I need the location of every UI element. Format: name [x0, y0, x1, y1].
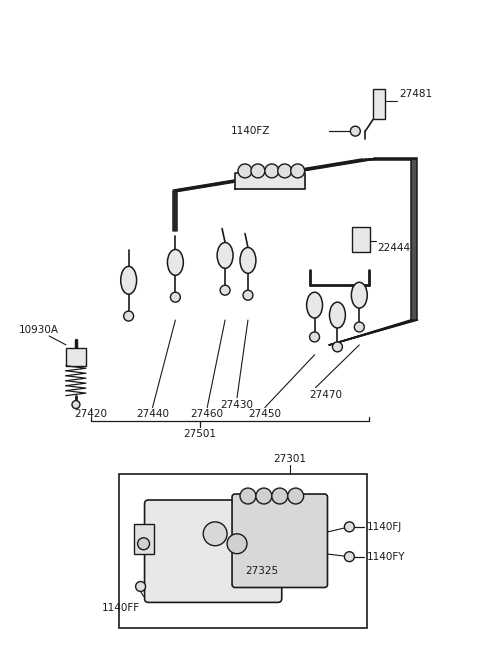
Circle shape: [220, 285, 230, 295]
Circle shape: [203, 522, 227, 546]
FancyBboxPatch shape: [144, 500, 282, 602]
Text: 27481: 27481: [399, 89, 432, 99]
Ellipse shape: [168, 250, 183, 275]
Bar: [373, 89, 385, 119]
Circle shape: [288, 488, 304, 504]
Ellipse shape: [120, 266, 137, 294]
Circle shape: [265, 164, 279, 178]
Text: 27325: 27325: [245, 566, 278, 576]
Bar: [66, 348, 86, 366]
Circle shape: [136, 581, 145, 591]
Text: 27460: 27460: [191, 409, 224, 420]
Circle shape: [227, 533, 247, 554]
Circle shape: [278, 164, 292, 178]
Text: 1140FZ: 1140FZ: [230, 126, 270, 136]
Circle shape: [344, 522, 354, 532]
Ellipse shape: [307, 292, 323, 318]
Text: 27450: 27450: [248, 409, 281, 420]
Bar: [133, 524, 154, 554]
Text: 27440: 27440: [136, 409, 169, 420]
Text: 1140FF: 1140FF: [102, 603, 140, 614]
Bar: [352, 227, 370, 252]
Text: 27470: 27470: [310, 390, 343, 399]
Circle shape: [170, 292, 180, 302]
Circle shape: [344, 552, 354, 562]
Text: 27430: 27430: [220, 399, 253, 409]
Ellipse shape: [240, 248, 256, 273]
Polygon shape: [235, 173, 305, 189]
Circle shape: [238, 164, 252, 178]
Circle shape: [333, 342, 342, 352]
Ellipse shape: [217, 242, 233, 268]
Text: 1140FY: 1140FY: [367, 552, 406, 562]
Text: 1140FJ: 1140FJ: [367, 522, 403, 532]
Circle shape: [256, 488, 272, 504]
Circle shape: [272, 488, 288, 504]
Ellipse shape: [351, 283, 367, 308]
Text: 22444: 22444: [377, 244, 410, 254]
Circle shape: [350, 126, 360, 136]
Bar: [119, 474, 367, 628]
Circle shape: [138, 538, 150, 550]
Text: 27420: 27420: [74, 409, 108, 420]
FancyBboxPatch shape: [232, 494, 327, 587]
Circle shape: [354, 322, 364, 332]
Circle shape: [240, 488, 256, 504]
Ellipse shape: [329, 302, 346, 328]
Circle shape: [291, 164, 305, 178]
Circle shape: [251, 164, 265, 178]
Circle shape: [310, 332, 320, 342]
Text: 27501: 27501: [184, 430, 217, 440]
Text: 10930A: 10930A: [19, 325, 60, 335]
Circle shape: [124, 311, 133, 321]
Circle shape: [72, 401, 80, 409]
Circle shape: [243, 290, 253, 300]
Text: 27301: 27301: [273, 454, 306, 464]
